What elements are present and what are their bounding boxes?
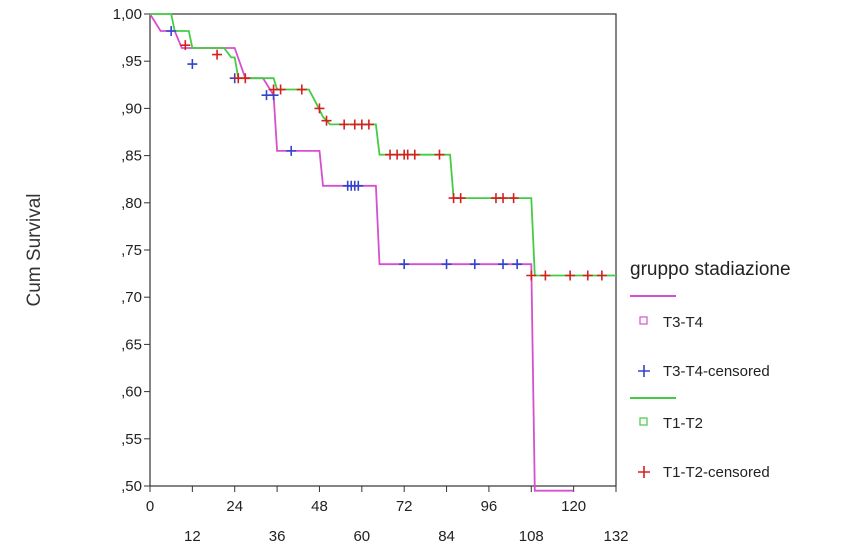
series-line-t1t2 bbox=[150, 13, 616, 277]
legend-label-t1t2-censored: T1-T2-censored bbox=[663, 464, 770, 481]
legend-symbol-t3t4-censored bbox=[638, 365, 650, 377]
y-tick-label: ,60 bbox=[121, 384, 142, 401]
censored-mark-t1t2 bbox=[498, 193, 509, 204]
y-tick-label: ,50 bbox=[121, 478, 142, 495]
censored-mark-t1t2 bbox=[296, 84, 307, 95]
censored-mark-t1t2 bbox=[409, 149, 420, 160]
y-tick-label: 1,00 bbox=[113, 6, 142, 23]
censored-mark-t3t4 bbox=[286, 145, 297, 156]
y-tick-label: ,85 bbox=[121, 148, 142, 165]
censored-mark-t3t4 bbox=[498, 259, 509, 270]
censored-mark-t1t2 bbox=[363, 119, 374, 130]
censored-mark-t3t4 bbox=[399, 259, 410, 270]
censored-mark-t1t2 bbox=[212, 49, 223, 60]
series-line-t3t4 bbox=[149, 13, 574, 492]
censored-mark-t3t4 bbox=[512, 259, 523, 270]
legend-label-t3t4-censored: T3-T4-censored bbox=[663, 363, 770, 380]
censored-mark-t1t2 bbox=[526, 270, 537, 281]
y-axis-label: Cum Survival bbox=[24, 194, 45, 307]
legend: gruppo stadiazione T3-T4 T3-T4-censored … bbox=[630, 259, 791, 481]
y-tick-label: ,75 bbox=[121, 242, 142, 259]
y-tick-label: ,95 bbox=[121, 53, 142, 70]
censored-mark-t3t4 bbox=[353, 180, 364, 191]
x-tick-label: 48 bbox=[311, 498, 328, 515]
x-tick-label: 60 bbox=[353, 528, 370, 545]
censored-mark-t3t4 bbox=[469, 259, 480, 270]
y-tick-label: ,55 bbox=[121, 431, 142, 448]
censored-mark-t1t2 bbox=[180, 40, 191, 51]
x-tick-label: 36 bbox=[269, 528, 286, 545]
y-tick-label: ,90 bbox=[121, 100, 142, 117]
survival-lines bbox=[149, 13, 616, 492]
x-tick-label: 0 bbox=[146, 498, 154, 515]
legend-label-t3t4: T3-T4 bbox=[663, 314, 703, 331]
censored-mark-t1t2 bbox=[275, 84, 286, 95]
x-tick-label: 72 bbox=[396, 498, 413, 515]
legend-symbol-t3t4 bbox=[639, 316, 648, 325]
y-tick-label: ,80 bbox=[121, 195, 142, 212]
x-axis-ticks: 0 24 48 72 96 120 12 36 60 84 108 132 bbox=[146, 486, 629, 545]
censored-mark-t1t2 bbox=[321, 115, 332, 126]
censored-mark-t3t4 bbox=[441, 259, 452, 270]
censored-mark-t1t2 bbox=[434, 149, 445, 160]
legend-symbol-t1t2-censored bbox=[638, 466, 650, 478]
censored-mark-t1t2 bbox=[596, 270, 607, 281]
x-tick-label: 84 bbox=[438, 528, 455, 545]
y-axis-ticks: 1,00 ,95 ,90 ,85 ,80 ,75 ,70 ,65 ,60 ,55 ,50 bbox=[113, 6, 150, 495]
x-tick-label: 132 bbox=[603, 528, 628, 545]
x-tick-label: 12 bbox=[184, 528, 201, 545]
censored-mark-t1t2 bbox=[240, 73, 251, 84]
plot-area-frame bbox=[149, 13, 617, 487]
censored-mark-t1t2 bbox=[582, 270, 593, 281]
y-tick-label: ,65 bbox=[121, 336, 142, 353]
censored-mark-t1t2 bbox=[455, 193, 466, 204]
x-tick-label: 96 bbox=[481, 498, 498, 515]
censored-mark-t1t2 bbox=[314, 103, 325, 114]
x-tick-label: 24 bbox=[226, 498, 243, 515]
legend-label-t1t2: T1-T2 bbox=[663, 415, 703, 432]
x-tick-label: 120 bbox=[561, 498, 586, 515]
censored-mark-t3t4 bbox=[187, 59, 198, 70]
censored-mark-t1t2 bbox=[540, 270, 551, 281]
x-tick-label: 108 bbox=[519, 528, 544, 545]
censored-mark-t1t2 bbox=[508, 193, 519, 204]
y-tick-label: ,70 bbox=[121, 289, 142, 306]
legend-title: gruppo stadiazione bbox=[630, 259, 791, 280]
censored-mark-t1t2 bbox=[565, 270, 576, 281]
legend-symbol-t1t2 bbox=[639, 417, 648, 426]
censored-marks bbox=[166, 25, 607, 281]
censored-mark-t1t2 bbox=[339, 119, 350, 130]
censored-mark-t3t4 bbox=[166, 25, 177, 36]
